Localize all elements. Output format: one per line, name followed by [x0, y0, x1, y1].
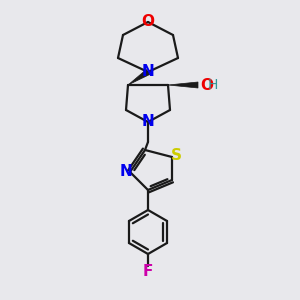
Text: O: O: [142, 14, 154, 29]
Text: O: O: [200, 77, 213, 92]
Text: F: F: [143, 265, 153, 280]
Text: N: N: [142, 64, 154, 80]
Text: H: H: [208, 78, 218, 92]
Text: S: S: [170, 148, 182, 164]
Polygon shape: [128, 70, 150, 85]
Text: N: N: [142, 115, 154, 130]
Text: N: N: [120, 164, 132, 179]
Polygon shape: [168, 82, 198, 88]
